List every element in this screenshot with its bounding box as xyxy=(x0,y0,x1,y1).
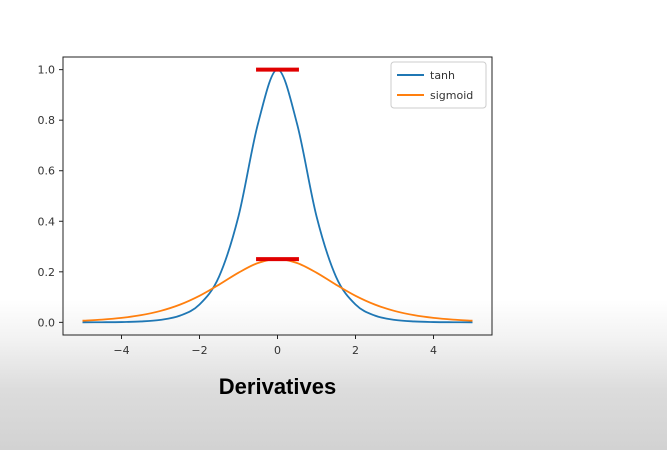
legend: tanh sigmoid xyxy=(390,61,487,109)
y-tick-label: 1.0 xyxy=(38,64,56,77)
y-tick-label: 0.6 xyxy=(38,165,56,178)
y-tick-label: 0.4 xyxy=(38,215,56,228)
y-tick-label: 0.0 xyxy=(38,316,56,329)
marker-layer xyxy=(256,67,299,262)
caption-title: Derivatives xyxy=(218,374,337,399)
y-tick-label: 0.2 xyxy=(38,266,56,279)
x-tick-label: −4 xyxy=(113,344,129,357)
x-tick-label: 2 xyxy=(352,344,359,357)
series-line-sigmoid xyxy=(82,258,473,322)
legend-label-tanh: tanh xyxy=(430,69,455,82)
y-tick-label: 0.8 xyxy=(38,114,56,127)
legend-box xyxy=(390,61,487,109)
legend-label-sigmoid: sigmoid xyxy=(430,89,473,102)
x-tick-label: 4 xyxy=(430,344,437,357)
x-axis: −4 −2 0 2 4 xyxy=(113,335,437,357)
y-axis: 0.0 0.2 0.4 0.6 0.8 1.0 xyxy=(38,64,63,329)
x-tick-label: 0 xyxy=(274,344,281,357)
x-tick-label: −2 xyxy=(191,344,207,357)
